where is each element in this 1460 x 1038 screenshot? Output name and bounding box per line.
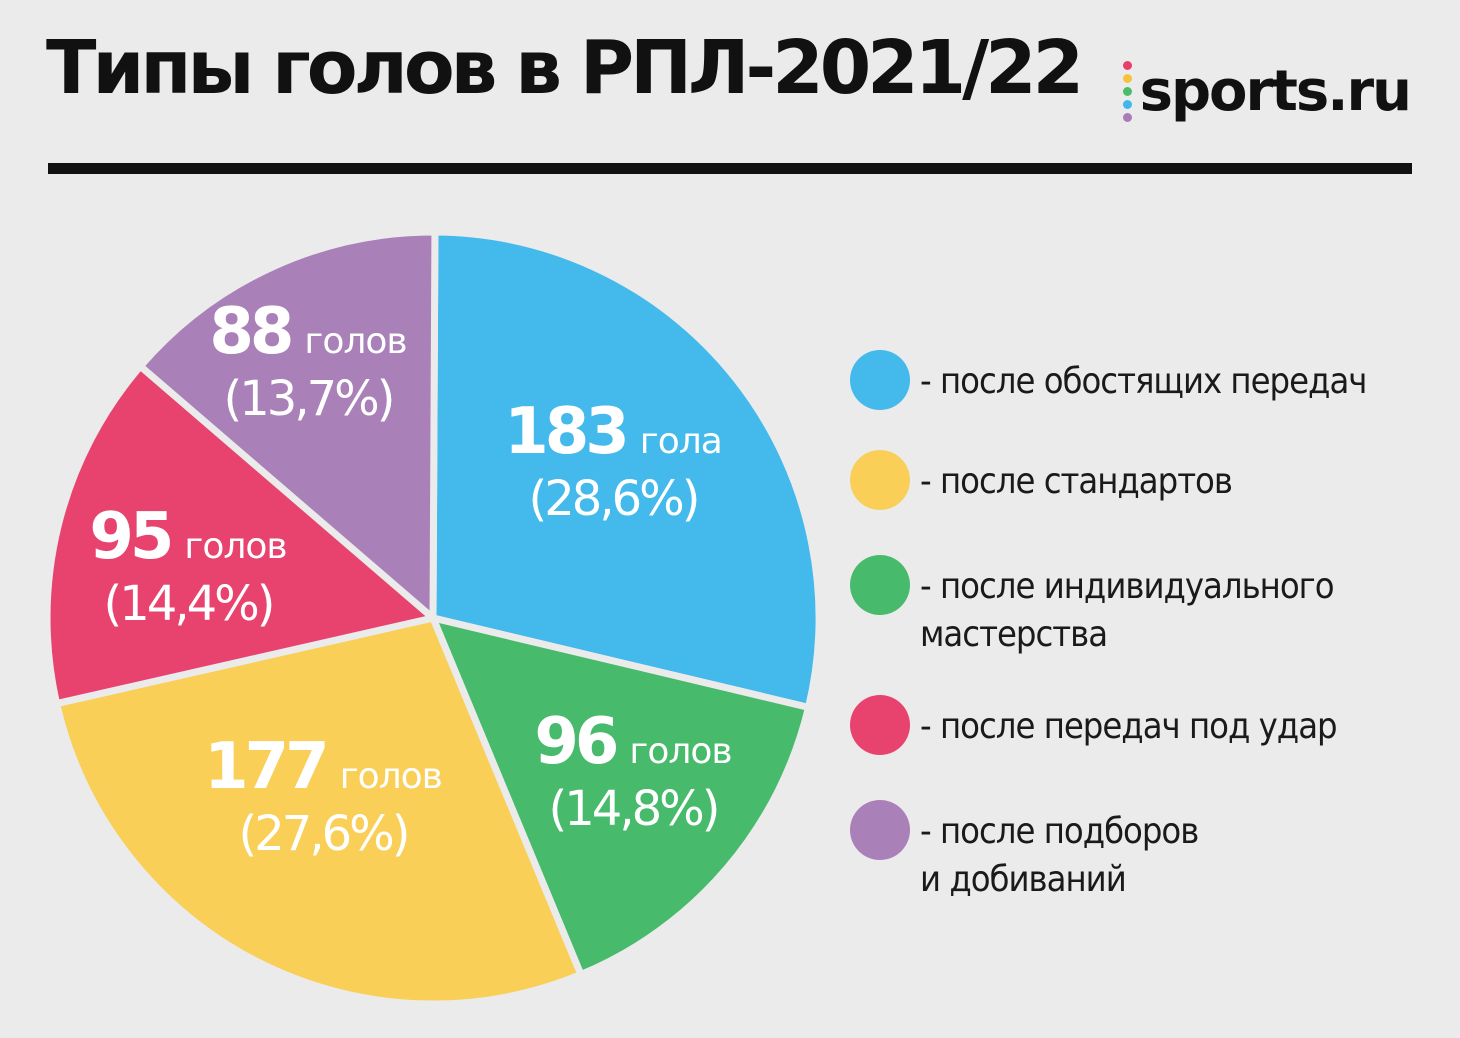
slice-value-label: 95 голов: [89, 500, 286, 574]
legend-label: - после подборов и добиваний: [920, 811, 1199, 900]
slice-value-label: 88 голов: [209, 295, 406, 369]
legend-label: - после передач под удар: [920, 706, 1338, 747]
legend-swatch: [850, 800, 910, 860]
slice-percent-label: (27,6%): [239, 806, 408, 862]
chart-title: Типы голов в РПЛ-2021/22: [46, 25, 1084, 111]
slice-percent-label: (14,8%): [549, 781, 718, 837]
legend-label: - после обостящих передач: [920, 361, 1367, 402]
logo-dots-icon: [1122, 60, 1132, 122]
pie-slice: [53, 614, 585, 1008]
slice-value-label: 177 голов: [204, 730, 442, 804]
title-divider: [48, 163, 1412, 174]
legend-swatch: [850, 350, 910, 410]
pie-slice: [136, 228, 439, 622]
sports-ru-logo: sports.ru: [1122, 56, 1412, 126]
slice-value-label: 183 гола: [504, 395, 722, 469]
slice-percent-label: (14,4%): [104, 576, 273, 632]
logo-text: sports.ru: [1139, 58, 1412, 124]
legend-label: - после стандартов: [920, 461, 1233, 502]
pie-slice: [429, 228, 823, 711]
legend-swatch: [850, 695, 910, 755]
slice-value-label: 96 голов: [534, 705, 731, 779]
slice-percent-label: (28,6%): [529, 471, 698, 527]
pie-slice: [429, 614, 813, 979]
legend-swatch: [850, 555, 910, 615]
slice-percent-label: (13,7%): [224, 371, 393, 427]
legend-swatch: [850, 450, 910, 510]
pie-slice: [43, 362, 437, 708]
legend-label: - после индивидуального мастерства: [920, 566, 1334, 655]
